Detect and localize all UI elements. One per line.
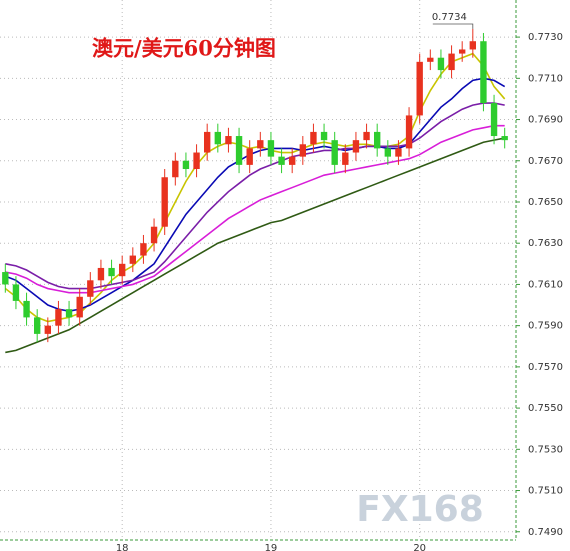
y-tick-label: 0.7710 bbox=[528, 73, 563, 84]
x-tick-label: 18 bbox=[116, 543, 129, 551]
candle-body bbox=[119, 263, 126, 277]
watermark: FX168 bbox=[356, 489, 484, 530]
x-tick-label: 19 bbox=[265, 543, 278, 551]
y-tick-label: 0.7650 bbox=[528, 197, 563, 208]
y-tick-label: 0.7590 bbox=[528, 321, 563, 332]
candle-body bbox=[501, 136, 508, 141]
candle-body bbox=[87, 280, 94, 297]
candle-body bbox=[299, 144, 306, 157]
y-tick-label: 0.7550 bbox=[528, 403, 563, 414]
candle-body bbox=[267, 140, 275, 157]
candle-body bbox=[384, 148, 391, 157]
candle-body bbox=[44, 325, 51, 334]
candle-body bbox=[214, 131, 221, 145]
y-tick-label: 0.7670 bbox=[528, 156, 563, 167]
candle-body bbox=[97, 267, 105, 281]
candle-body bbox=[374, 131, 381, 149]
candle-body bbox=[246, 148, 253, 165]
y-tick-label: 0.7510 bbox=[528, 486, 563, 497]
candle-body bbox=[129, 255, 136, 264]
moving-average-line bbox=[5, 77, 506, 313]
candle-body bbox=[320, 131, 328, 141]
annotation-leader bbox=[432, 23, 474, 29]
candle-body bbox=[342, 152, 349, 165]
candle-body bbox=[204, 131, 211, 153]
candle-body bbox=[331, 140, 338, 165]
candle-body bbox=[235, 136, 243, 165]
y-tick-label: 0.7530 bbox=[528, 444, 563, 455]
candle-body bbox=[416, 61, 423, 116]
candle-body bbox=[469, 41, 476, 50]
annotation: 0.7734 bbox=[432, 12, 467, 23]
candle-body bbox=[437, 57, 445, 71]
plot: 0.7734 bbox=[2, 12, 508, 354]
candle-body bbox=[490, 103, 498, 137]
candle-body bbox=[182, 160, 190, 170]
candle-body bbox=[427, 57, 434, 62]
candle-body bbox=[193, 152, 200, 170]
candle-body bbox=[76, 296, 83, 318]
candle-body bbox=[140, 243, 147, 256]
candle-body bbox=[34, 317, 41, 334]
moving-average-line bbox=[5, 137, 505, 354]
candle-body bbox=[55, 309, 62, 326]
candle-body bbox=[352, 140, 360, 153]
candle-body bbox=[480, 41, 487, 104]
candle-body bbox=[363, 131, 370, 141]
y-tick-label: 0.7630 bbox=[528, 238, 563, 249]
candle-body bbox=[448, 53, 455, 71]
candle-body bbox=[172, 160, 179, 178]
candle-body bbox=[395, 148, 402, 157]
candle-body bbox=[289, 156, 296, 165]
candle-body bbox=[12, 284, 20, 301]
y-tick-label: 0.7610 bbox=[528, 279, 563, 290]
candle-body bbox=[2, 272, 9, 285]
candle-body bbox=[459, 49, 466, 54]
candle-body bbox=[150, 226, 158, 244]
x-tick-label: 20 bbox=[413, 543, 426, 551]
candle-body bbox=[257, 140, 264, 149]
candle-body bbox=[405, 115, 413, 149]
candle-body bbox=[278, 156, 285, 165]
chart-title: 澳元/美元60分钟图 bbox=[92, 36, 276, 61]
candle-body bbox=[161, 177, 168, 227]
y-tick-label: 0.7730 bbox=[528, 32, 563, 43]
candle-body bbox=[65, 309, 73, 318]
candle-body bbox=[225, 136, 232, 145]
y-tick-label: 0.7690 bbox=[528, 115, 563, 126]
y-tick-label: 0.7570 bbox=[528, 362, 563, 373]
y-tick-label: 0.7490 bbox=[528, 527, 563, 538]
candle-body bbox=[108, 267, 115, 277]
candle-body bbox=[23, 300, 30, 318]
candle-body bbox=[310, 131, 317, 145]
